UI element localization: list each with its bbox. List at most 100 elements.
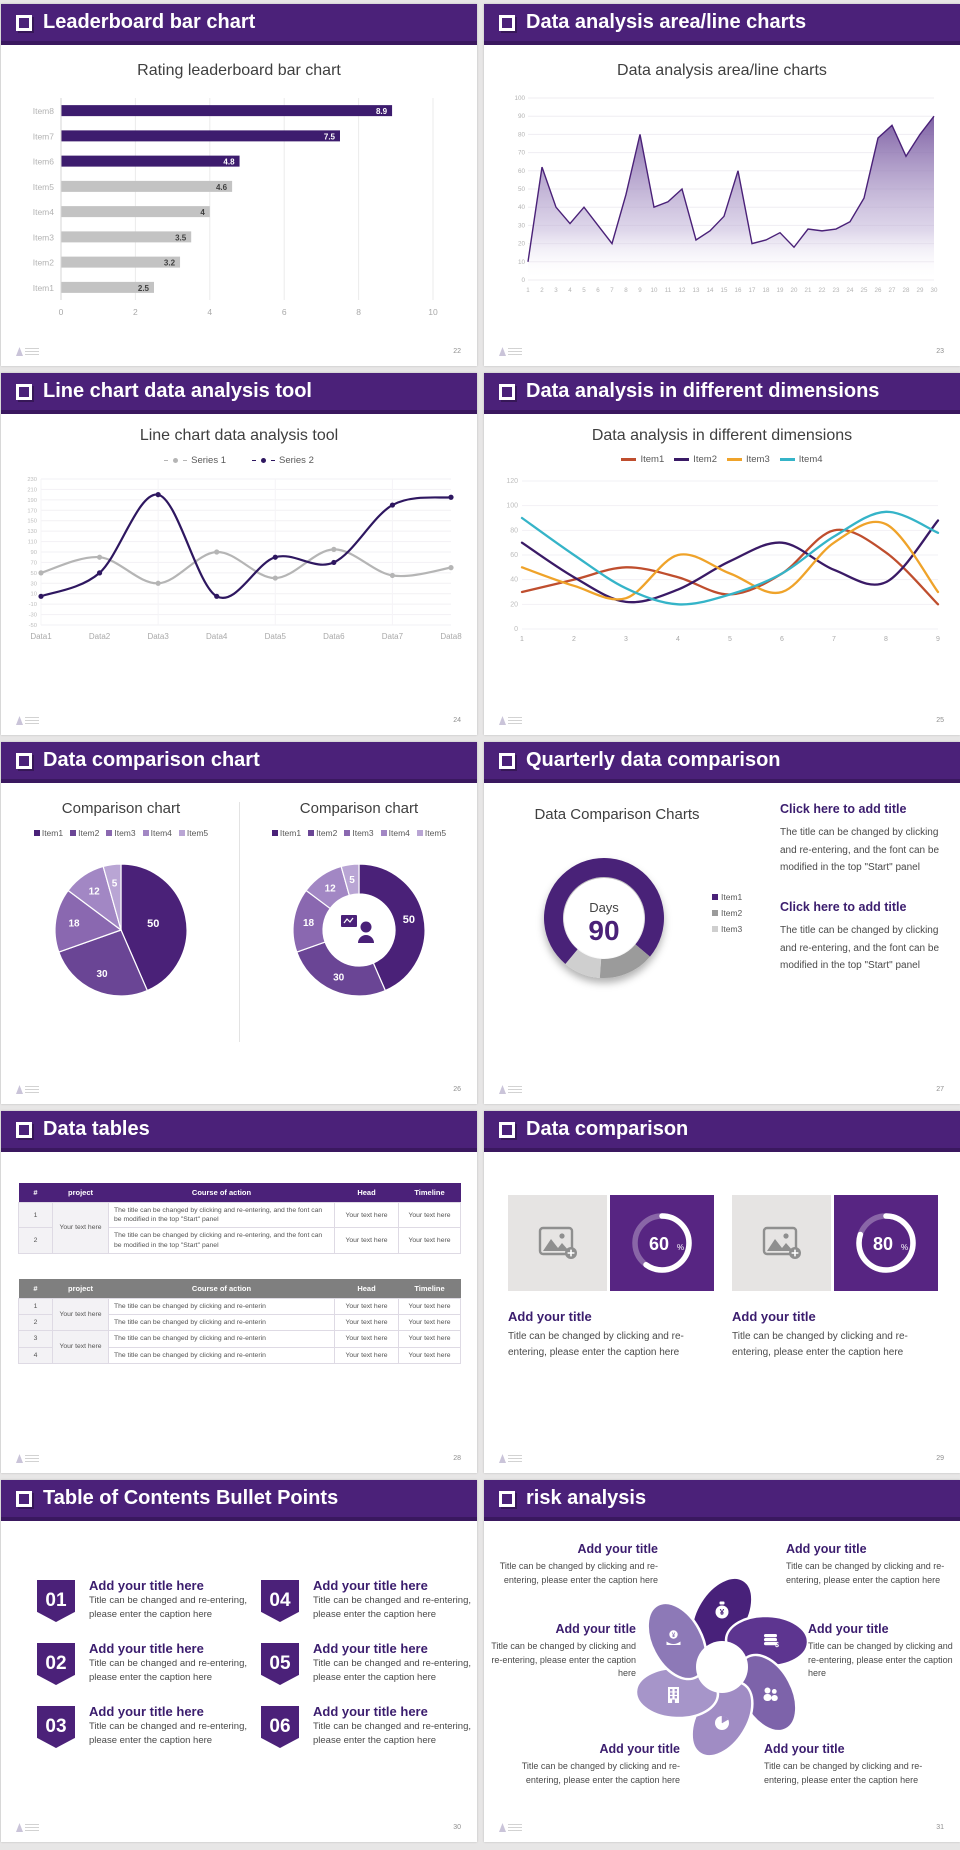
- toc-number-02: 02: [37, 1643, 75, 1685]
- series-line: [520, 519, 940, 604]
- cell-num: 4: [18, 1346, 53, 1364]
- pie-slice: [296, 941, 387, 997]
- svg-text:20: 20: [510, 601, 518, 608]
- slide-data-comparison-chart[interactable]: Data comparison chart Comparison chart I…: [1, 742, 477, 1104]
- logo-lines: [25, 347, 39, 356]
- legend-item4: Item4: [380, 828, 410, 838]
- cell-project: Your text here: [52, 1297, 109, 1332]
- svg-text:130: 130: [27, 529, 37, 535]
- svg-text:14: 14: [707, 287, 714, 294]
- svg-text:80: 80: [518, 131, 526, 138]
- page-number: 23: [936, 348, 944, 355]
- donut-panel: Comparison chart Item1 Item2 Item3 Item4…: [245, 792, 473, 1078]
- risk-caption: Title can be changed by clicking and re-…: [491, 1641, 636, 1678]
- slide-quarterly-comparison[interactable]: Quarterly data comparison Data Compariso…: [484, 742, 960, 1104]
- svg-text:16: 16: [735, 287, 742, 294]
- svg-text:4: 4: [676, 636, 680, 643]
- slide-multi-line-chart[interactable]: Data analysis in different dimensions Da…: [484, 373, 960, 735]
- donut-legend: Item1 Item2 Item3: [712, 892, 742, 934]
- legend-item5: Item5: [416, 828, 446, 838]
- legend-item1: Item1: [712, 892, 742, 902]
- pie-slice: [340, 863, 360, 897]
- svg-text:0: 0: [521, 277, 525, 284]
- svg-text:90: 90: [588, 915, 619, 946]
- slide-toc-bullets[interactable]: Table of Contents Bullet Points 01 Add y…: [1, 1480, 477, 1842]
- risk-title: Add your title: [599, 1742, 680, 1756]
- image-placeholder-icon: [762, 1226, 801, 1259]
- bar: [61, 155, 240, 167]
- donut-segment: [565, 949, 602, 978]
- chart-title: Comparison chart: [299, 800, 419, 817]
- svg-text:3.5: 3.5: [175, 233, 187, 242]
- data-point: [389, 572, 396, 579]
- svg-text:2: 2: [133, 307, 138, 317]
- svg-text:10: 10: [31, 592, 37, 598]
- risk-title: Add your title: [764, 1742, 845, 1756]
- svg-text:27: 27: [889, 287, 896, 294]
- four-series-line-chart: 0 20 40 60 80 100 120 1 2 3 4 5 6 7 8 9: [506, 478, 940, 643]
- pinwheel-petal: [646, 1601, 708, 1681]
- slide-data-tables[interactable]: Data tables # project Course of action H…: [1, 1111, 477, 1473]
- risk-caption: Title can be changed by clicking and re-…: [786, 1561, 945, 1585]
- slide-risk-analysis[interactable]: risk analysis ¥ $ ¥ Add your title Title c…: [484, 1480, 960, 1842]
- svg-text:8: 8: [884, 636, 888, 643]
- slide-area-chart[interactable]: Data analysis area/line charts Data anal…: [484, 4, 960, 366]
- logo-mark: [499, 1085, 506, 1094]
- cell-num: 3: [18, 1330, 53, 1348]
- svg-text:3: 3: [624, 636, 628, 643]
- svg-text:15: 15: [721, 287, 728, 294]
- toc-caption: Title can be changed and re-entering, pl…: [89, 1595, 247, 1620]
- table-row: 2 The title can be changed by clicking a…: [18, 1227, 461, 1254]
- slide-header: risk analysis: [484, 1480, 960, 1521]
- slide-line-chart[interactable]: Line chart data analysis tool Line chart…: [1, 373, 477, 735]
- col-head: Head: [334, 1183, 399, 1203]
- toc-caption: Title can be changed and re-entering, pl…: [89, 1721, 247, 1746]
- card-title: Add your title: [508, 1309, 592, 1324]
- col-num: #: [18, 1279, 53, 1299]
- svg-text:6: 6: [780, 636, 784, 643]
- svg-text:8.9: 8.9: [376, 107, 388, 116]
- svg-text:30: 30: [31, 581, 37, 587]
- square-bullet-icon: [499, 14, 515, 31]
- legend-item1: Item1: [621, 454, 664, 465]
- square-bullet-icon: [499, 752, 515, 769]
- svg-text:30: 30: [518, 222, 526, 229]
- chart-title: Data Comparison Charts: [534, 806, 700, 823]
- cell-timeline: Your text here: [398, 1314, 461, 1332]
- svg-text:Item1: Item1: [33, 283, 55, 293]
- risk-caption: Title can be changed by clicking and re-…: [808, 1641, 953, 1678]
- block-body: The title can be changed by clicking and…: [780, 925, 940, 971]
- logo-mark: [16, 1085, 23, 1094]
- footer-logo: [499, 1454, 522, 1463]
- pie-slice: [58, 929, 149, 997]
- svg-text:Item3: Item3: [33, 232, 55, 242]
- chart-title: Data analysis in different dimensions: [591, 427, 853, 444]
- slide-title: Quarterly data comparison: [526, 749, 781, 771]
- logo-mark: [499, 1823, 506, 1832]
- logo-lines: [25, 1085, 39, 1094]
- slide-leaderboard[interactable]: Leaderboard bar chart Rating leaderboard…: [1, 4, 477, 366]
- people-icon: [763, 1687, 778, 1701]
- data-point: [214, 549, 220, 555]
- progress-arc: [632, 1213, 692, 1273]
- logo-lines: [508, 1823, 522, 1832]
- svg-text:6: 6: [596, 287, 600, 294]
- progress-ring-60: 60%: [632, 1213, 692, 1273]
- slide-percent-comparison[interactable]: Data comparison 60% Add your title Title…: [484, 1111, 960, 1473]
- footer-logo: [499, 1085, 522, 1094]
- divider: [239, 802, 240, 1042]
- svg-text:%: %: [901, 1243, 908, 1252]
- svg-text:1: 1: [520, 636, 524, 643]
- progress-ring-80: 80%: [856, 1213, 916, 1273]
- data-point: [38, 570, 44, 576]
- slide-header: Data tables: [1, 1111, 477, 1152]
- data-point: [96, 554, 103, 560]
- svg-text:7: 7: [610, 287, 614, 294]
- svg-text:Data1: Data1: [30, 632, 52, 641]
- legend-item5: Item5: [178, 828, 208, 838]
- block-body: The title can be changed by clicking and…: [780, 827, 940, 873]
- svg-text:Item7: Item7: [33, 131, 55, 141]
- logo-lines: [508, 1085, 522, 1094]
- page-number: 22: [453, 348, 461, 355]
- toc-title: Add your title here: [89, 1641, 204, 1656]
